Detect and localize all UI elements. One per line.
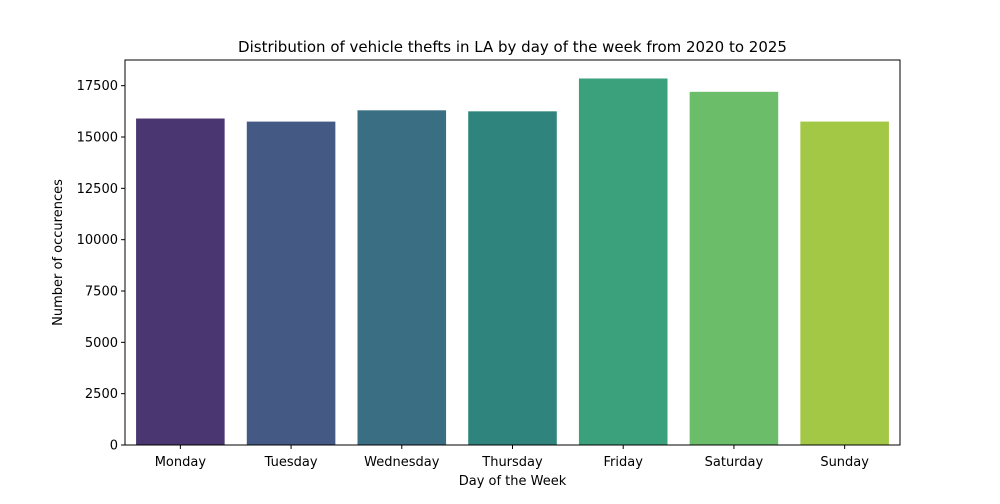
- x-tick-label: Friday: [604, 455, 644, 470]
- y-tick-label: 15000: [77, 131, 118, 146]
- x-tick-label: Saturday: [705, 455, 764, 470]
- bar-saturday: [689, 91, 779, 446]
- x-axis-ticks: Monday Tuesday Wednesday Thursday Friday Satu…: [155, 445, 869, 470]
- y-tick-label: 17500: [77, 79, 118, 94]
- x-tick-label: Thursday: [481, 455, 543, 470]
- y-tick-label: 5000: [85, 336, 118, 351]
- y-axis-label: Number of occurences: [51, 179, 66, 326]
- y-tick-label: 0: [110, 439, 118, 454]
- plot-frame: [124, 59, 901, 446]
- bar-monday: [136, 118, 225, 446]
- x-tick-label: Sunday: [820, 455, 869, 470]
- y-tick-label: 2500: [85, 387, 118, 402]
- chart-title: Distribution of vehicle thefts in LA by …: [238, 38, 787, 56]
- y-tick-label: 12500: [77, 182, 118, 197]
- x-axis-label: Day of the Week: [459, 474, 567, 489]
- bar-friday: [578, 78, 668, 445]
- y-tick-label: 7500: [85, 285, 118, 300]
- x-tick-label: Monday: [155, 455, 207, 470]
- y-tick-label: 10000: [77, 233, 118, 248]
- bars-group: [136, 78, 889, 446]
- bar-sunday: [800, 121, 889, 445]
- x-tick-label: Tuesday: [264, 455, 318, 470]
- x-tick-label: Wednesday: [364, 455, 440, 470]
- bar-thursday: [468, 111, 557, 445]
- bar-tuesday: [246, 121, 336, 445]
- y-axis-ticks: 0 2500 5000 7500 10000 12500 15000 17500: [77, 79, 125, 454]
- bar-wednesday: [357, 110, 447, 445]
